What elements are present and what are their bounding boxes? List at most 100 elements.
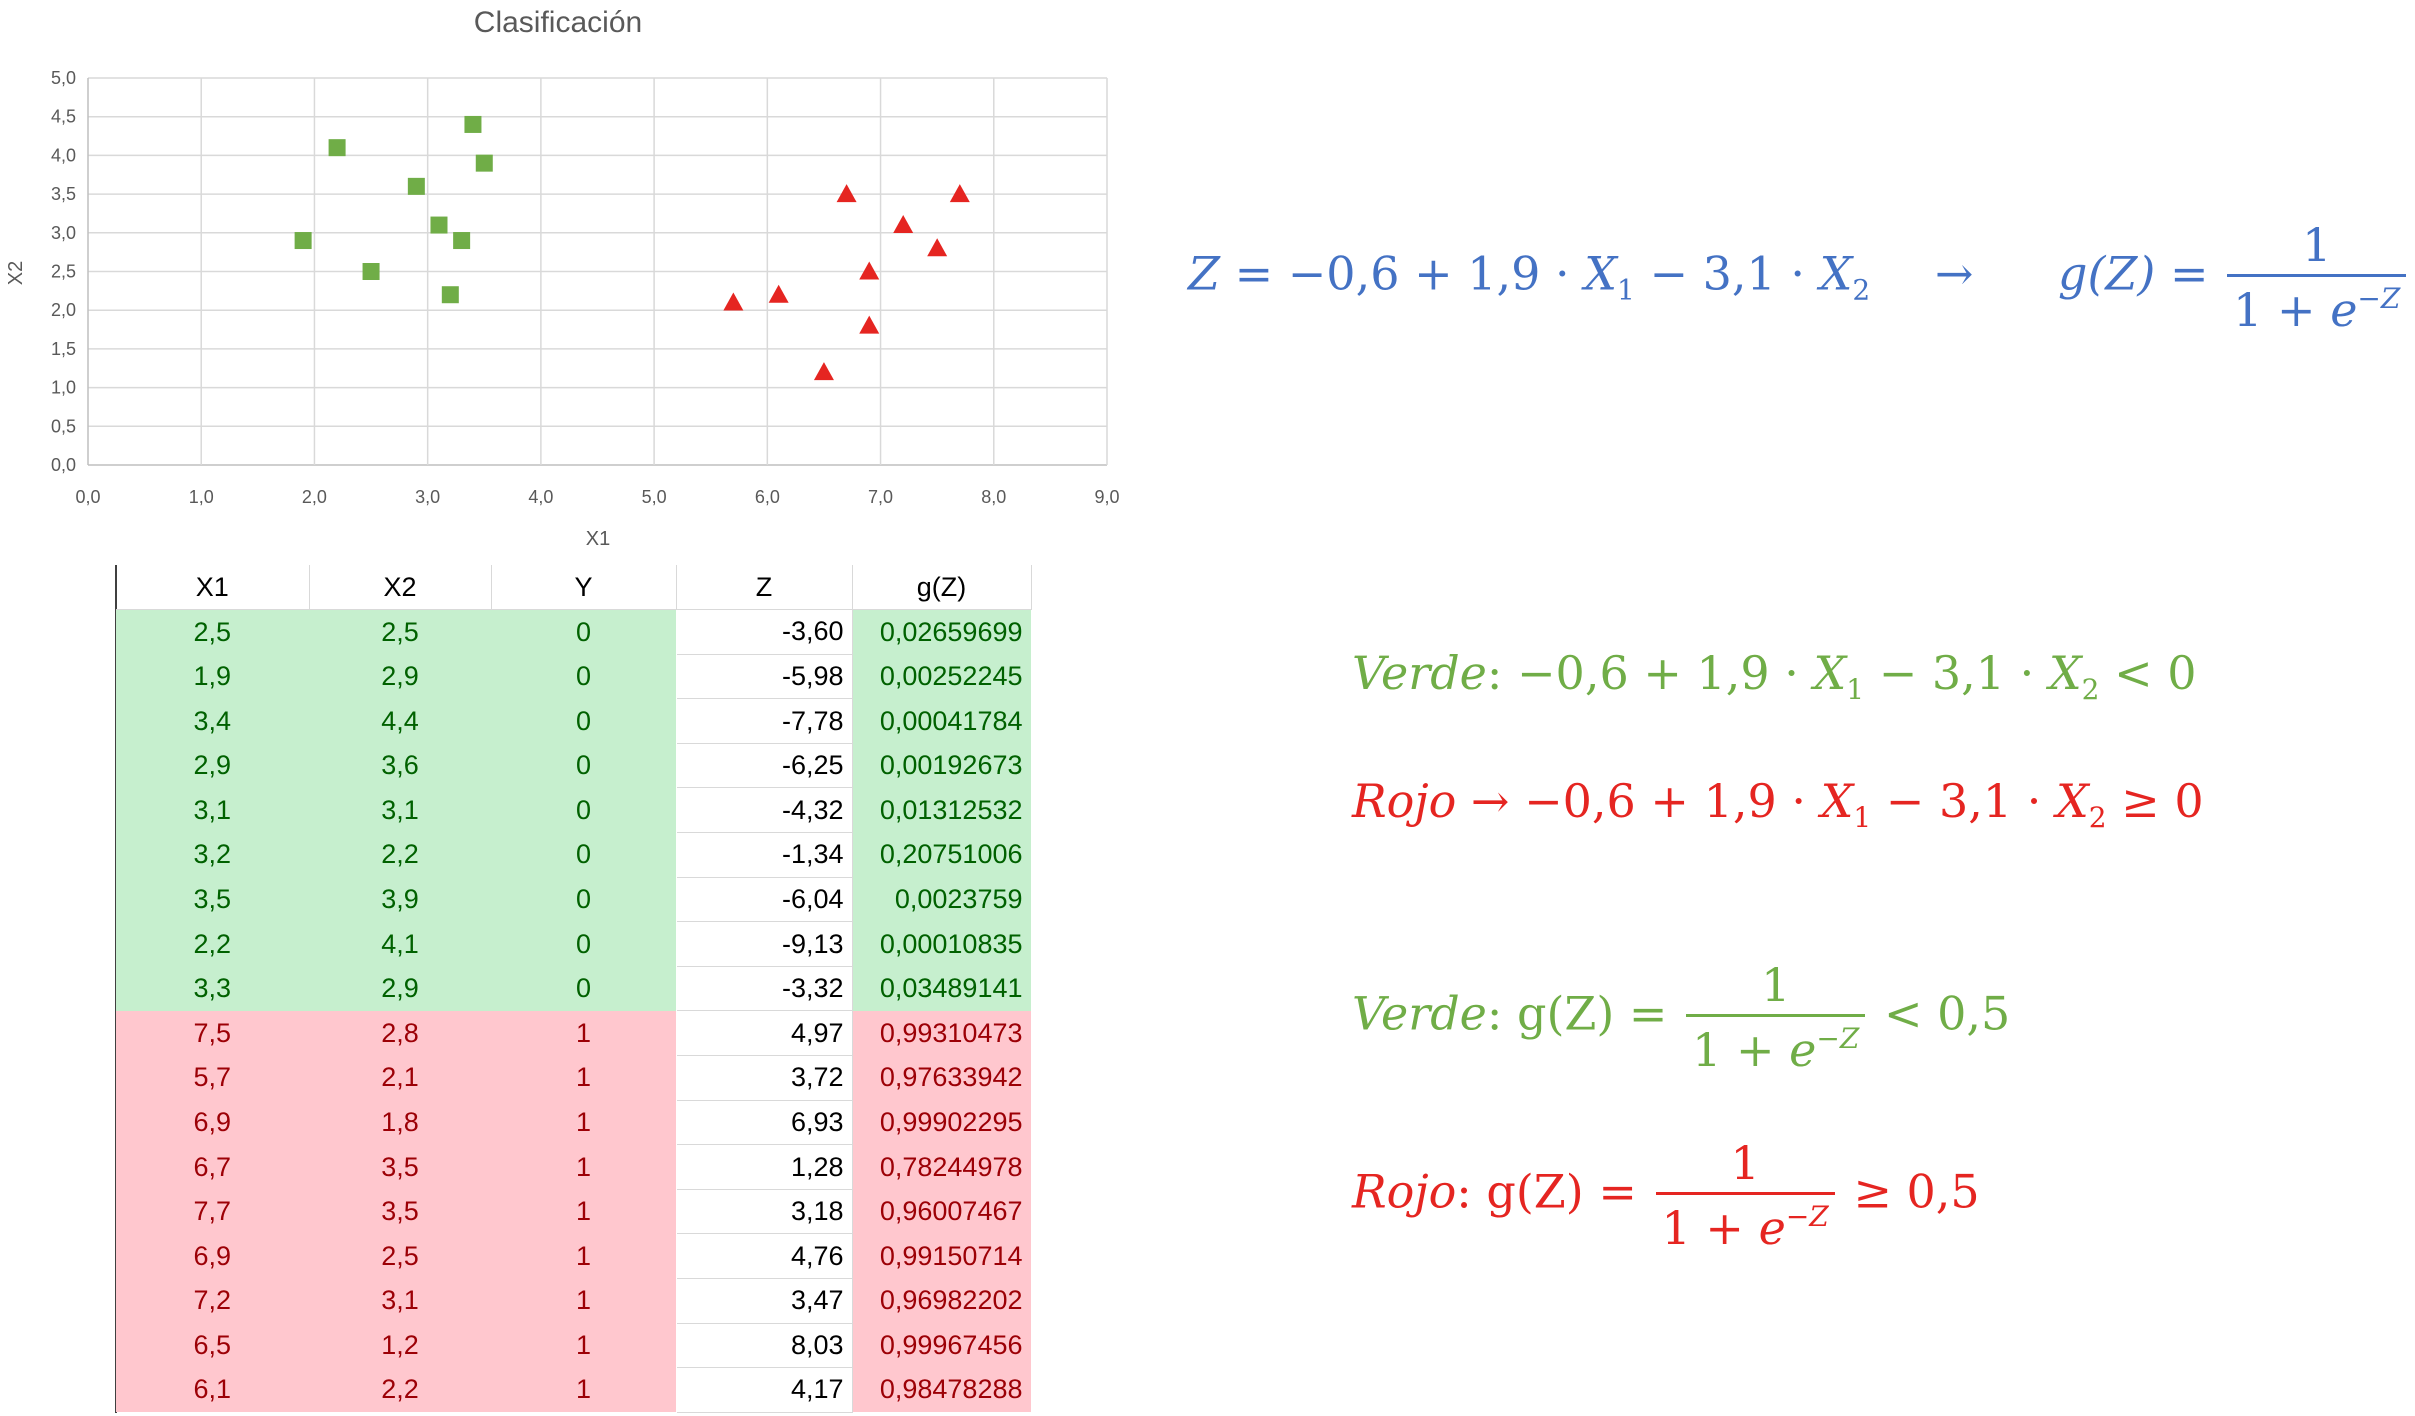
header-gz: g(Z): [852, 565, 1032, 611]
y-tick-label: 0,5: [51, 416, 76, 436]
green-square-point: [407, 177, 425, 195]
y-tick-label: 0,0: [51, 455, 76, 475]
table-cell: 6,9: [116, 1100, 309, 1145]
table-row: 6,9 2,5 1 4,76 0,99150714: [116, 1233, 1031, 1279]
table-cell: 1: [491, 1144, 676, 1190]
table-cell: 3,72: [676, 1055, 853, 1101]
table-cell: 0,00192673: [852, 743, 1031, 788]
green-square-point: [362, 263, 380, 280]
table-cell: 4,1: [309, 921, 491, 967]
green-square-point: [328, 139, 346, 157]
y-tick-label: 5,0: [51, 68, 76, 88]
table-cell: 0: [491, 609, 676, 655]
red-triangle-point: [813, 362, 834, 381]
table-cell: 1: [491, 1100, 676, 1145]
red-triangle-point: [949, 184, 970, 203]
table-cell: 6,1: [116, 1367, 309, 1413]
table-cell: 1: [491, 1323, 676, 1368]
table-cell: 4,76: [676, 1233, 853, 1279]
x-axis-label: X1: [586, 528, 610, 550]
table-cell: -5,98: [676, 654, 853, 700]
table-row: 7,7 3,5 1 3,18 0,96007467: [116, 1189, 1031, 1235]
x-tick-label: 9,0: [1094, 487, 1119, 507]
verde-linear-inequality: Verde: −0,6 + 1,9 · X1 − 3,1 · X2 < 0: [1352, 646, 2197, 706]
header-x2: X2: [309, 565, 492, 611]
table-cell: 0,99150714: [852, 1233, 1031, 1279]
x-axis-ticks: 0,0 1,0 2,0 3,0 4,0 5,0 6,0 7,0 8,0 9,0: [75, 487, 1119, 507]
table-cell: -9,13: [676, 921, 853, 967]
table-cell: 6,9: [116, 1233, 309, 1279]
table-cell: 2,5: [116, 609, 309, 655]
table-cell: 2,9: [309, 966, 491, 1011]
table-cell: 3,6: [309, 743, 491, 788]
table-cell: 2,2: [309, 1367, 491, 1413]
table-cell: 8,03: [676, 1323, 853, 1369]
table-cell: 0,99310473: [852, 1010, 1031, 1056]
red-triangle-point: [836, 184, 857, 203]
table-row: 2,5 2,5 0 -3,60 0,02659699: [116, 609, 1031, 655]
table-cell: -7,78: [676, 698, 853, 744]
table-row: 3,3 2,9 0 -3,32 0,03489141: [116, 966, 1031, 1012]
green-square-point: [464, 115, 482, 133]
green-square-point: [475, 154, 493, 172]
red-triangle-point: [723, 292, 744, 311]
red-triangle-point: [768, 284, 789, 303]
table-row: 3,2 2,2 0 -1,34 0,20751006: [116, 832, 1031, 878]
table-cell: 0,0023759: [852, 877, 1031, 922]
table-cell: 4,4: [309, 698, 491, 744]
red-triangle-point: [859, 261, 880, 280]
x-tick-label: 1,0: [189, 487, 214, 507]
table-cell: 1: [491, 1278, 676, 1324]
table-cell: 0,20751006: [852, 832, 1031, 878]
table-cell: 0,78244978: [852, 1144, 1031, 1190]
table-cell: 1: [491, 1055, 676, 1101]
table-row: 7,5 2,8 1 4,97 0,99310473: [116, 1010, 1031, 1057]
table-cell: -6,25: [676, 743, 853, 789]
table-cell: 1: [491, 1010, 676, 1056]
x-tick-label: 6,0: [755, 487, 780, 507]
header-x1: X1: [116, 565, 310, 611]
x-tick-label: 3,0: [415, 487, 440, 507]
table-cell: -3,60: [676, 609, 853, 655]
y-tick-label: 3,5: [51, 184, 76, 204]
y-tick-label: 3,0: [51, 223, 76, 243]
header-y: Y: [491, 565, 677, 611]
table-cell: 4,17: [676, 1367, 853, 1413]
table-cell: 2,8: [309, 1010, 491, 1056]
table-cell: 2,1: [309, 1055, 491, 1101]
table-cell: 2,2: [309, 832, 491, 878]
arrow: →: [1934, 246, 1974, 301]
y-tick-label: 4,5: [51, 107, 76, 127]
table-cell: 1: [491, 1189, 676, 1234]
green-square-point: [430, 216, 448, 234]
table-cell: 6,7: [116, 1144, 309, 1190]
table-cell: 1,8: [309, 1100, 491, 1145]
table-cell: 3,5: [116, 877, 309, 922]
y-tick-label: 2,5: [51, 262, 76, 282]
table-row: 7,2 3,1 1 3,47 0,96982202: [116, 1278, 1031, 1324]
table-cell: 0,00252245: [852, 654, 1031, 699]
table-cell: 5,7: [116, 1055, 309, 1101]
y-axis-ticks: 0,0 0,5 1,0 1,5 2,0 2,5 3,0 3,5 4,0 4,5 5,0: [51, 68, 76, 475]
scatter-chart: Clasificación 0,0 0,5 1,0 1,5 2,0 2,5 3,0 3,5 4,…: [5, 6, 1120, 550]
logistic-model-formula: Z = −0,6 + 1,9 · X1 − 3,1 · X2 → g(Z) = …: [1188, 222, 2410, 333]
table-row: 3,4 4,4 0 -7,78 0,00041784: [116, 698, 1031, 744]
table-cell: 3,1: [116, 787, 309, 833]
red-triangle-point: [927, 238, 948, 257]
table-cell: 7,2: [116, 1278, 309, 1324]
table-cell: 0,96982202: [852, 1278, 1031, 1324]
table-cell: 3,4: [116, 698, 309, 744]
table-row: 3,5 3,9 0 -6,04 0,0023759: [116, 877, 1031, 923]
table-cell: 2,5: [309, 609, 491, 655]
table-cell: -6,04: [676, 877, 853, 923]
green-square-point: [453, 232, 471, 250]
table-cell: 0,99902295: [852, 1100, 1031, 1145]
table-cell: 3,1: [309, 1278, 491, 1324]
table-cell: 0,97633942: [852, 1055, 1031, 1101]
table-cell: 6,93: [676, 1100, 853, 1146]
table-row: 5,7 2,1 1 3,72 0,97633942: [116, 1055, 1031, 1101]
